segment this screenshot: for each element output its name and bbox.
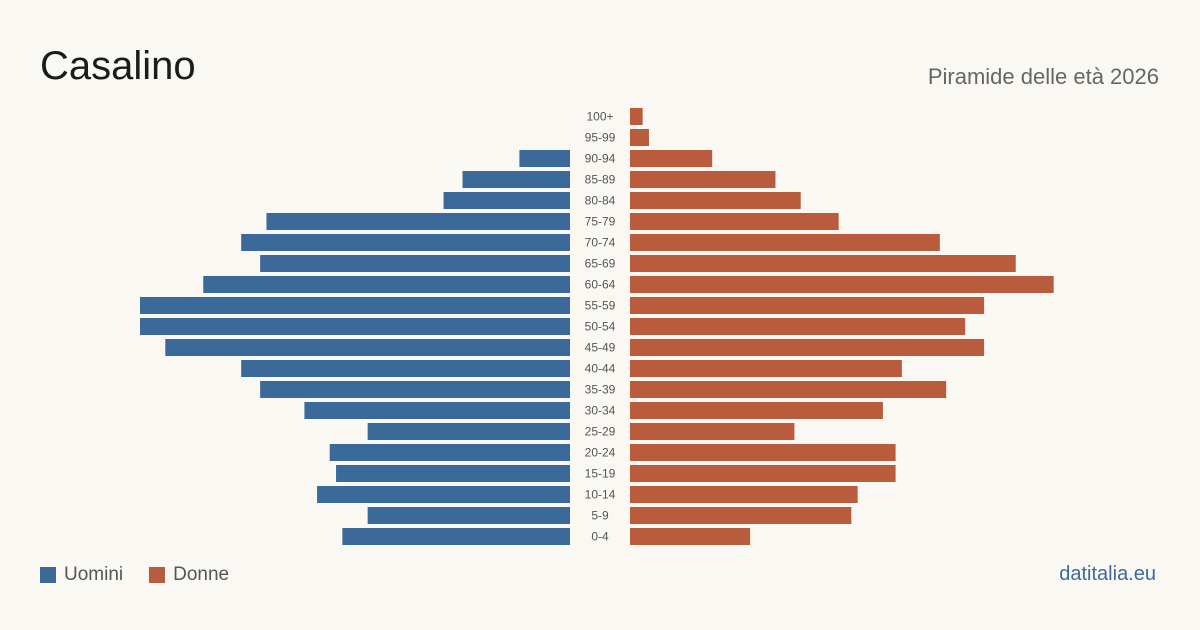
men-bar-5-9: [367, 507, 570, 524]
age-label-90-94: 90-94: [585, 152, 616, 166]
women-bar-60-64: [630, 276, 1054, 293]
women-bar-55-59: [630, 297, 985, 314]
men-color-swatch: [40, 567, 56, 583]
age-label-60-64: 60-64: [585, 278, 616, 292]
age-label-25-29: 25-29: [585, 425, 616, 439]
men-bar-25-29: [367, 423, 570, 440]
age-label-5-9: 5-9: [591, 509, 609, 523]
men-bar-55-59: [140, 297, 570, 314]
chart-subtitle: Piramide delle età 2026: [927, 64, 1159, 89]
women-bar-45-49: [630, 339, 985, 356]
women-bar-20-24: [630, 444, 896, 461]
age-label-50-54: 50-54: [585, 320, 616, 334]
men-bar-65-69: [260, 255, 570, 272]
women-bar-90-94: [630, 150, 713, 167]
page-title: Casalino: [40, 44, 196, 88]
men-bar-15-19: [336, 465, 570, 482]
age-label-55-59: 55-59: [585, 299, 616, 313]
age-label-70-74: 70-74: [585, 236, 616, 250]
men-bars-group: [140, 150, 571, 545]
men-bar-70-74: [241, 234, 571, 251]
legend-label-men: Uomini: [64, 564, 124, 585]
men-bar-35-39: [260, 381, 570, 398]
men-bar-0-4: [342, 528, 570, 545]
age-label-80-84: 80-84: [585, 194, 616, 208]
age-label-95-99: 95-99: [585, 131, 616, 145]
women-bar-85-89: [630, 171, 776, 188]
women-bar-80-84: [630, 192, 801, 209]
women-bar-35-39: [630, 381, 947, 398]
women-bar-25-29: [630, 423, 795, 440]
men-bar-45-49: [165, 339, 570, 356]
women-bar-100+: [630, 108, 643, 125]
age-label-35-39: 35-39: [585, 383, 616, 397]
men-bar-85-89: [462, 171, 570, 188]
women-bar-75-79: [630, 213, 839, 230]
women-bar-15-19: [630, 465, 896, 482]
women-bar-95-99: [630, 129, 649, 146]
age-label-65-69: 65-69: [585, 257, 616, 271]
men-bar-30-34: [304, 402, 570, 419]
men-bar-20-24: [329, 444, 570, 461]
age-label-20-24: 20-24: [585, 446, 616, 460]
age-label-85-89: 85-89: [585, 173, 616, 187]
women-bars-group: [630, 108, 1054, 545]
legend-label-women: Donne: [173, 564, 230, 585]
men-bar-75-79: [266, 213, 570, 230]
men-bar-90-94: [519, 150, 570, 167]
age-label-10-14: 10-14: [585, 488, 616, 502]
age-label-15-19: 15-19: [585, 467, 616, 481]
age-label-100+: 100+: [586, 110, 613, 124]
women-bar-0-4: [630, 528, 751, 545]
brand-link[interactable]: datitalia.eu: [1059, 563, 1156, 585]
women-bar-5-9: [630, 507, 852, 524]
women-bar-40-44: [630, 360, 902, 377]
men-bar-80-84: [443, 192, 570, 209]
women-color-swatch: [149, 567, 166, 583]
men-bar-60-64: [203, 276, 570, 293]
age-label-30-34: 30-34: [585, 404, 616, 418]
men-bar-40-44: [241, 360, 571, 377]
women-bar-50-54: [630, 318, 966, 335]
age-label-45-49: 45-49: [585, 341, 616, 355]
age-label-40-44: 40-44: [585, 362, 616, 376]
age-label-0-4: 0-4: [591, 530, 609, 544]
women-bar-70-74: [630, 234, 940, 251]
women-bar-65-69: [630, 255, 1016, 272]
age-group-labels: 100+ 95-99 90-94 85-89 80-84 75-79 70-74 65-69 6…: [585, 110, 616, 544]
men-bar-10-14: [317, 486, 570, 503]
legend: Uomini Donne: [40, 564, 255, 586]
age-label-75-79: 75-79: [585, 215, 616, 229]
women-bar-10-14: [630, 486, 858, 503]
women-bar-30-34: [630, 402, 883, 419]
legend-item-women: Donne: [149, 564, 229, 586]
legend-item-men: Uomini: [40, 564, 123, 586]
men-bar-50-54: [140, 318, 570, 335]
